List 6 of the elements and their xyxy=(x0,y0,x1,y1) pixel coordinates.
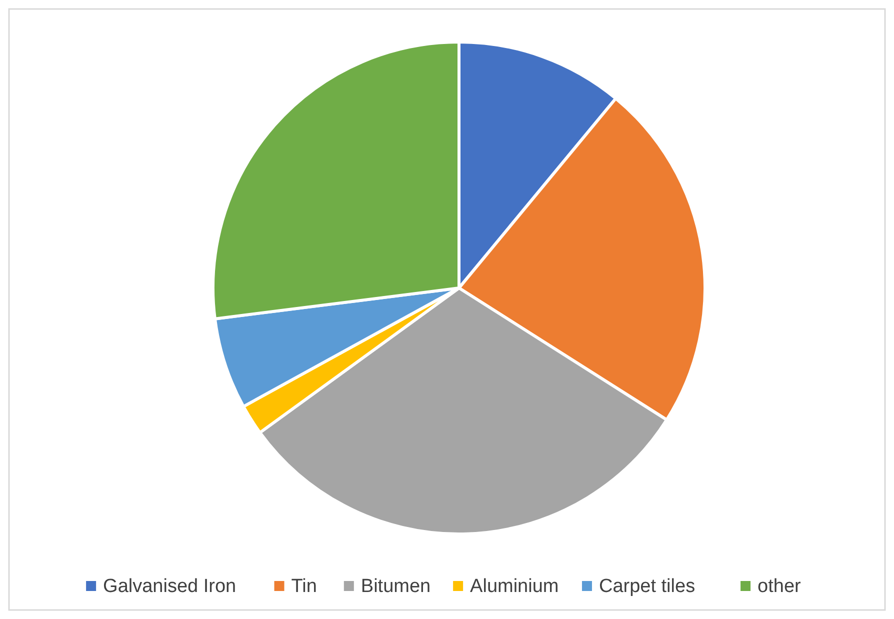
legend-label: Tin xyxy=(291,576,317,598)
legend-label: Carpet tiles xyxy=(598,576,696,598)
legend-label: Galvanised Iron xyxy=(103,576,236,598)
legend-label: Bitumen xyxy=(360,576,431,598)
legend-label: Aluminium xyxy=(470,576,559,598)
legend-label: other xyxy=(758,576,802,598)
